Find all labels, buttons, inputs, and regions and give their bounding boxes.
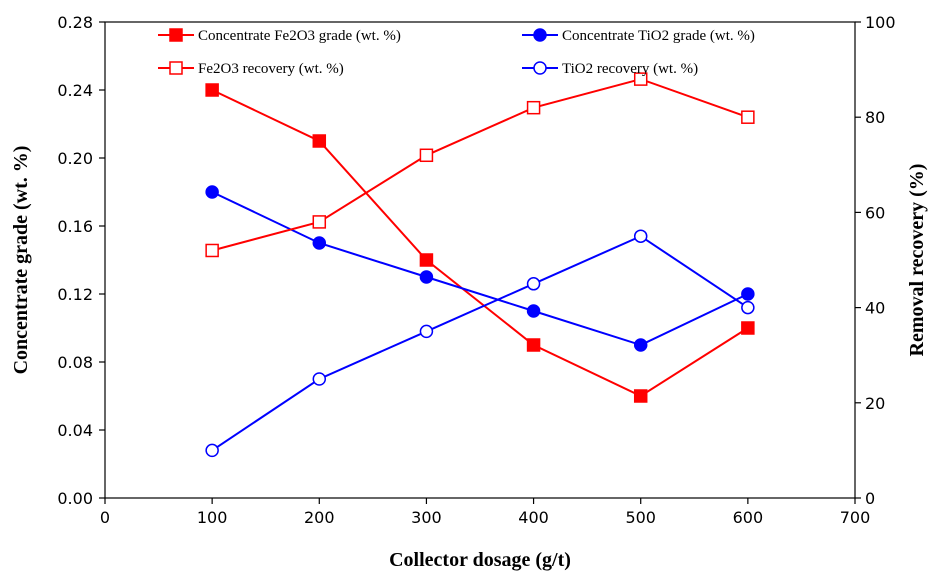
data-point xyxy=(741,300,755,315)
x-tick-label: 0 xyxy=(100,508,110,527)
legend-label: Fe2O3 recovery (wt. %) xyxy=(198,61,344,77)
series-line-1 xyxy=(211,89,749,398)
y-right-tick-label: 0 xyxy=(865,489,875,508)
legend-item-3: Fe2O3 recovery (wt. %) xyxy=(158,61,344,77)
y-right-tick-label: 20 xyxy=(865,394,885,413)
series-lines xyxy=(211,78,749,452)
legend: Concentrate Fe2O3 grade (wt. %) Concentra… xyxy=(158,28,755,77)
data-point xyxy=(741,321,755,335)
x-tick-label: 700 xyxy=(840,508,871,527)
x-tick-label: 500 xyxy=(625,508,656,527)
series-line-3 xyxy=(211,78,749,252)
data-point xyxy=(526,338,541,352)
y-right-tick-label: 40 xyxy=(865,299,885,318)
y-left-tick-label: 0.28 xyxy=(57,13,93,32)
data-point xyxy=(419,324,434,339)
legend-item-2: Concentrate TiO2 grade (wt. %) xyxy=(522,28,755,44)
data-point xyxy=(419,270,434,284)
y-left-tick-label: 0.12 xyxy=(57,285,93,304)
series-line-2 xyxy=(211,191,749,347)
y-left-tick-label: 0.20 xyxy=(57,149,93,168)
x-tick-label: 100 xyxy=(197,508,228,527)
y-right-tick-label: 60 xyxy=(865,203,885,222)
data-point xyxy=(419,148,434,163)
data-point xyxy=(526,277,541,291)
data-point xyxy=(205,185,219,199)
data-point xyxy=(633,229,648,243)
x-axis-title: Collector dosage (g/t) xyxy=(389,549,571,571)
data-point xyxy=(741,110,755,124)
x-tick-label: 300 xyxy=(411,508,442,527)
data-point xyxy=(312,372,327,386)
data-point xyxy=(633,72,648,86)
y-left-tick-label: 0.04 xyxy=(57,421,93,440)
legend-label: TiO2 recovery (wt. %) xyxy=(562,61,698,77)
data-point xyxy=(526,100,541,115)
y-axis-right-title: Removal recovery (%) xyxy=(906,164,928,357)
data-point xyxy=(205,443,219,458)
data-point xyxy=(419,253,434,267)
x-tick-label: 600 xyxy=(733,508,764,527)
legend-marker xyxy=(533,28,547,42)
data-point xyxy=(312,215,327,229)
ticks-layer: 0 100 200 300 400 500 600 7000.000.040.080.120.… xyxy=(57,13,895,527)
x-tick-label: 200 xyxy=(304,508,335,527)
data-point xyxy=(312,236,327,250)
data-point xyxy=(633,338,648,352)
y-left-tick-label: 0.00 xyxy=(57,489,93,508)
y-left-tick-label: 0.08 xyxy=(57,353,93,372)
data-point xyxy=(312,134,327,148)
plot-frame xyxy=(104,21,856,499)
data-point xyxy=(633,389,648,403)
legend-label: Concentrate Fe2O3 grade (wt. %) xyxy=(198,28,401,44)
data-point xyxy=(205,83,219,97)
data-point xyxy=(205,243,219,258)
y-right-tick-label: 80 xyxy=(865,108,885,127)
legend-label: Concentrate TiO2 grade (wt. %) xyxy=(562,28,755,44)
y-axis-left-title: Concentrate grade (wt. %) xyxy=(10,146,32,375)
legend-item-4: TiO2 recovery (wt. %) xyxy=(522,61,698,77)
legend-marker xyxy=(169,28,183,42)
series-line-4 xyxy=(211,235,749,452)
legend-item-1: Concentrate Fe2O3 grade (wt. %) xyxy=(158,28,401,44)
legend-marker xyxy=(169,61,183,75)
data-point xyxy=(526,304,541,318)
y-left-tick-label: 0.24 xyxy=(57,81,93,100)
x-tick-label: 400 xyxy=(518,508,549,527)
data-point xyxy=(741,287,755,301)
y-right-tick-label: 100 xyxy=(865,13,896,32)
y-left-tick-label: 0.16 xyxy=(57,217,93,236)
legend-marker xyxy=(533,61,547,75)
series-markers xyxy=(205,72,755,458)
